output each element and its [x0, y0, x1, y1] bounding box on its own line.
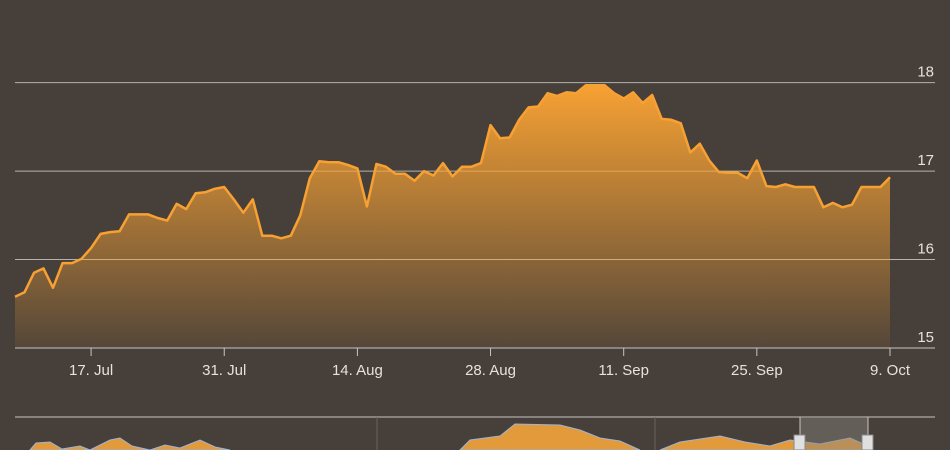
navigator [15, 416, 935, 450]
y-tick-label: 15 [917, 329, 934, 346]
y-tick-label: 16 [917, 241, 934, 258]
y-tick-label: 18 [917, 64, 934, 81]
line [14, 84, 891, 298]
x-tick-label: 17. Jul [69, 362, 113, 379]
navigator-handle[interactable] [861, 434, 874, 450]
x-tick-label: 11. Sep [598, 362, 649, 379]
x-tick-label: 25. Sep [731, 362, 783, 379]
navigator-handle[interactable] [793, 434, 806, 450]
x-tick-label: 31. Jul [202, 362, 246, 379]
x-tick-label: 28. Aug [465, 362, 516, 379]
x-tick-label: 14. Aug [332, 362, 383, 379]
x-tick-label: 9. Oct [870, 362, 911, 379]
y-tick-label: 17 [917, 152, 934, 169]
area-fill [15, 85, 890, 349]
navigator-mask[interactable] [800, 417, 868, 450]
